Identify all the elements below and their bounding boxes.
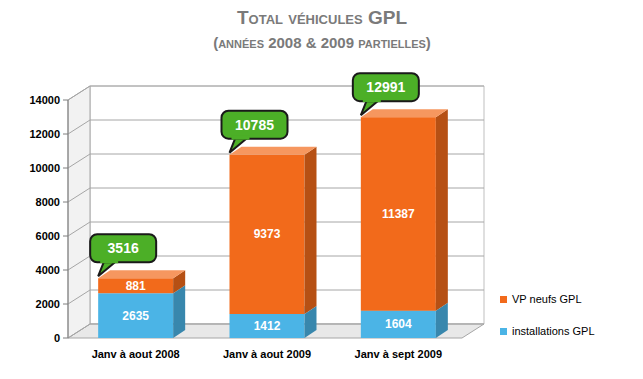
tick-mark bbox=[63, 134, 68, 135]
tick-mark bbox=[63, 202, 68, 203]
bar-front bbox=[230, 155, 305, 314]
tick-label: 12000 bbox=[29, 128, 60, 140]
data-label: 9373 bbox=[254, 227, 281, 241]
total-label: 10785 bbox=[235, 117, 274, 133]
tick-mark bbox=[63, 304, 68, 305]
title: Total véhicules GPL bbox=[237, 7, 407, 28]
bar-front bbox=[230, 314, 305, 338]
category-label: Janv à aout 2009 bbox=[223, 348, 311, 360]
callout-box bbox=[353, 73, 419, 101]
tick-label: 10000 bbox=[29, 162, 60, 174]
legend-swatch bbox=[500, 296, 507, 303]
bar-side bbox=[436, 109, 448, 311]
chart-container: Total véhicules GPL (années 2008 & 2009 p… bbox=[0, 0, 643, 379]
bar-side bbox=[305, 147, 317, 314]
data-label: 2635 bbox=[122, 309, 149, 323]
callout-joint bbox=[232, 136, 250, 140]
bars bbox=[98, 109, 448, 338]
total-callout: 10785 bbox=[222, 111, 288, 153]
tick-label: 4000 bbox=[36, 264, 60, 276]
callout-tail bbox=[98, 261, 116, 276]
tick-mark bbox=[63, 236, 68, 237]
total-label: 3516 bbox=[108, 240, 139, 256]
side-wall bbox=[68, 86, 90, 338]
bar-front bbox=[98, 293, 173, 338]
tick-label: 0 bbox=[54, 332, 60, 344]
tick-label: 14000 bbox=[29, 94, 60, 106]
total-callout: 12991 bbox=[353, 73, 419, 115]
chart-svg: Total véhicules GPL (années 2008 & 2009 p… bbox=[0, 0, 643, 379]
callout-joint bbox=[100, 259, 118, 263]
data-label: 1604 bbox=[385, 317, 412, 331]
bar-segment bbox=[361, 109, 448, 311]
callout-tail bbox=[361, 100, 379, 115]
subtitle: (années 2008 & 2009 partielles) bbox=[213, 34, 431, 51]
bar-segment bbox=[98, 270, 185, 293]
tick-mark bbox=[63, 168, 68, 169]
category-label: Janv à aout 2008 bbox=[92, 348, 180, 360]
tick-label: 2000 bbox=[36, 298, 60, 310]
bar-top bbox=[230, 147, 317, 155]
bar-segment bbox=[230, 147, 317, 314]
legend-label: installations GPL bbox=[512, 325, 595, 337]
bar-front bbox=[361, 117, 436, 311]
legend-swatch bbox=[500, 328, 507, 335]
page: {"chart_data": {"type": "bar", "title": … bbox=[0, 0, 643, 379]
callout-box bbox=[90, 234, 156, 262]
y-axis-line bbox=[68, 100, 69, 338]
tick-label: 8000 bbox=[36, 196, 60, 208]
bar-front bbox=[98, 278, 173, 293]
data-label: 1412 bbox=[254, 319, 281, 333]
callout-tail bbox=[230, 138, 248, 153]
legend-label: VP neufs GPL bbox=[512, 293, 582, 305]
legend: VP neufs GPL installations GPL bbox=[500, 293, 595, 337]
bar-top bbox=[98, 270, 185, 278]
tick-mark bbox=[63, 338, 68, 339]
tick-label: 6000 bbox=[36, 230, 60, 242]
bar-side bbox=[173, 285, 185, 338]
callout-box bbox=[222, 111, 288, 139]
tick-mark bbox=[63, 270, 68, 271]
back-wall bbox=[90, 86, 484, 324]
grid-line bbox=[68, 86, 484, 100]
category-label: Janv à sept 2009 bbox=[355, 348, 442, 360]
data-label: 11387 bbox=[382, 207, 415, 221]
bar-front bbox=[361, 311, 436, 338]
bar-top bbox=[361, 109, 448, 117]
labels: 2635 881 3516 1412 9373 10785 1604 11387 12991 bbox=[90, 73, 419, 333]
data-label: 881 bbox=[126, 279, 146, 293]
total-label: 12991 bbox=[366, 79, 405, 95]
callout-joint bbox=[363, 98, 381, 102]
total-callout: 3516 bbox=[90, 234, 156, 276]
tick-mark bbox=[63, 100, 68, 101]
